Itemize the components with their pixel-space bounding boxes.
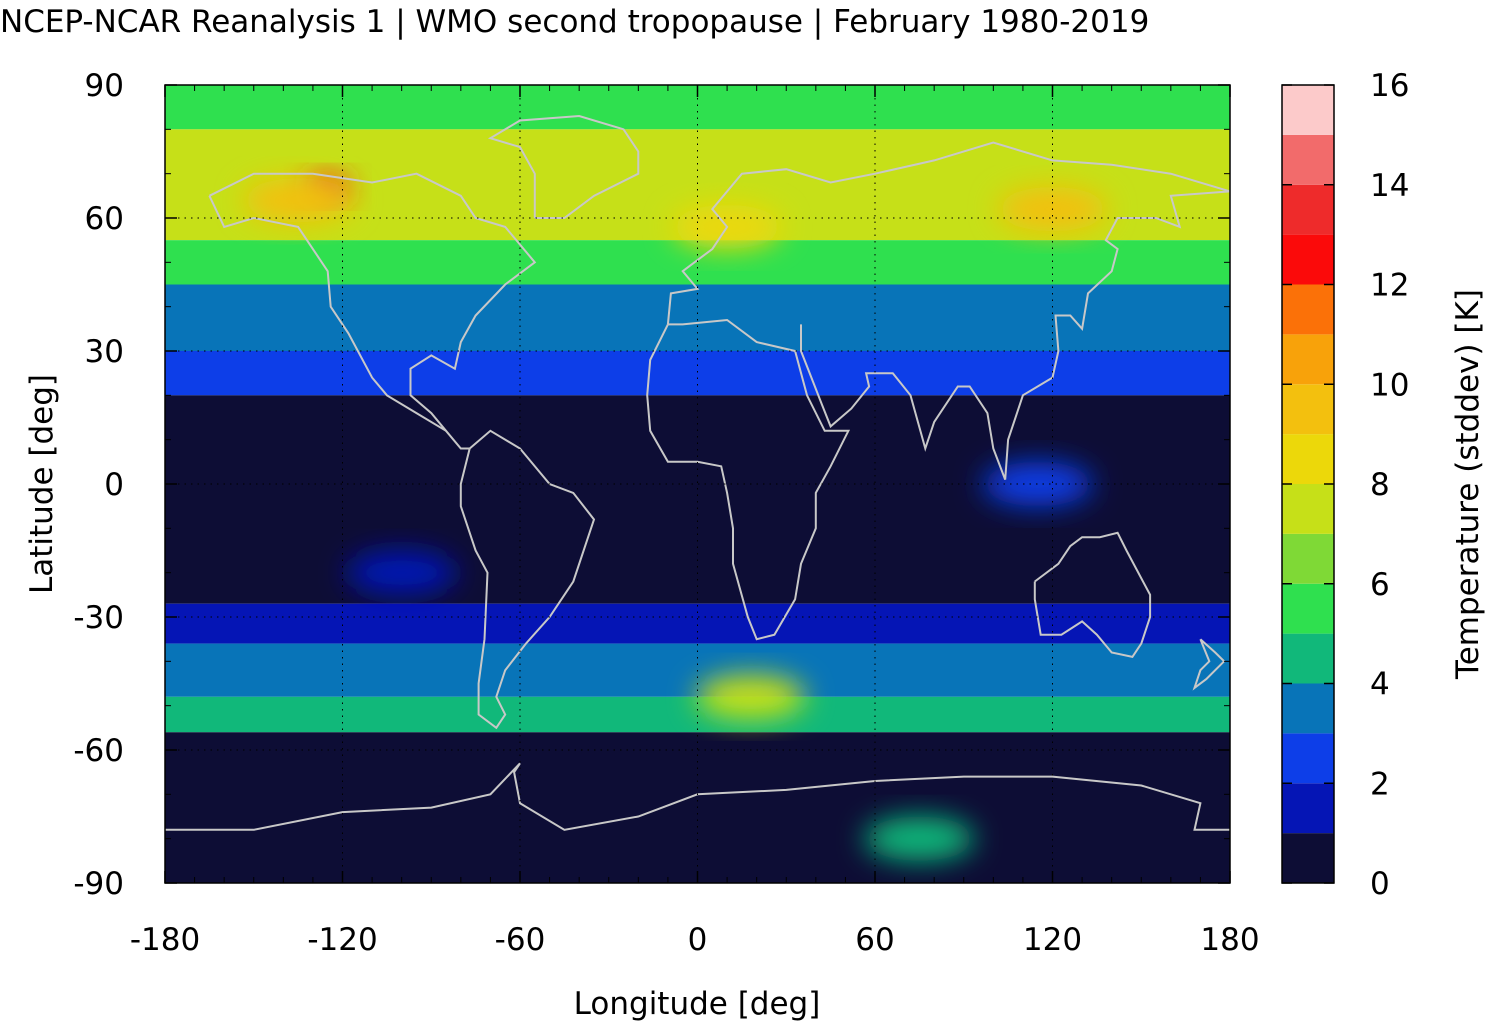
plot-area <box>165 85 1230 883</box>
field-feature-1 <box>243 178 354 223</box>
coastline-7 <box>487 114 640 219</box>
chart-title: NCEP-NCAR Reanalysis 1 | WMO second trop… <box>0 4 1149 40</box>
coastline-5 <box>800 190 1230 480</box>
x-tick-label: 60 <box>855 922 894 958</box>
y-tick-label: -90 <box>73 866 124 902</box>
coastline-9 <box>1192 638 1226 691</box>
colorbar-tick-label: 8 <box>1370 467 1390 503</box>
colorbar-swatch-13 <box>1282 184 1334 235</box>
colorbar-tick-label: 16 <box>1370 68 1409 104</box>
coastline-0 <box>208 172 537 450</box>
field-feature-4 <box>864 816 975 861</box>
colorbar-swatch-8 <box>1282 434 1334 484</box>
y-tick-label: -30 <box>73 600 124 636</box>
x-axis-label: Longitude [deg] <box>574 986 821 1022</box>
x-tick-label: -180 <box>130 922 200 958</box>
colorbar <box>1281 84 1335 884</box>
coastline-6 <box>1033 531 1152 659</box>
colorbar-swatch-12 <box>1282 234 1334 285</box>
colorbar-tick-label: 10 <box>1370 367 1409 403</box>
colorbar-swatch-6 <box>1282 533 1334 584</box>
colorbar-tick-label: 14 <box>1370 168 1409 204</box>
colorbar-swatch-10 <box>1282 334 1334 385</box>
field-feature-6 <box>982 462 1093 506</box>
colorbar-swatch-11 <box>1282 284 1334 335</box>
colorbar-ticks: 0 2 4 6 8 10 12 14 16 <box>1282 68 1409 902</box>
y-tick-label: 90 <box>85 68 124 104</box>
x-tick-label: 180 <box>1200 922 1259 958</box>
x-tick-label: 120 <box>1023 922 1082 958</box>
colorbar-swatch-2 <box>1282 733 1334 784</box>
colorbar-swatch-9 <box>1282 384 1334 435</box>
x-tick-label: -60 <box>495 922 546 958</box>
field-feature-5 <box>695 674 806 719</box>
field-feature-7 <box>346 550 457 595</box>
field-band-4 <box>165 351 1230 396</box>
x-axis-ticks: -180 -120 -60 0 60 120 180 <box>130 85 1260 958</box>
coastline-8 <box>165 762 1230 831</box>
coastline-4 <box>666 141 1230 325</box>
x-tick-label: 0 <box>688 922 708 958</box>
y-tick-label: 30 <box>85 334 124 370</box>
field-band-2 <box>165 240 1230 285</box>
y-tick-label: 0 <box>104 467 124 503</box>
colorbar-swatch-5 <box>1282 583 1334 634</box>
coastline-2 <box>459 429 596 730</box>
coastline-3 <box>646 318 851 641</box>
colorbar-tick-label: 6 <box>1370 567 1390 603</box>
colorbar-label: Temperature (stddev) [K] <box>1450 289 1486 680</box>
colorbar-swatch-1 <box>1282 783 1334 834</box>
coastlines <box>165 114 1230 831</box>
y-axis-ticks: -90 -60 -30 0 30 60 90 <box>73 68 1230 902</box>
field-band-6 <box>165 603 1230 644</box>
colorbar-swatch-4 <box>1282 633 1334 684</box>
colorbar-tick-label: 4 <box>1370 667 1390 703</box>
colorbar-tick-label: 2 <box>1370 766 1390 802</box>
colorbar-swatch-14 <box>1282 134 1334 185</box>
x-tick-label: -120 <box>307 922 377 958</box>
colorbar-swatch-7 <box>1282 484 1334 534</box>
colorbar-swatch-3 <box>1282 683 1334 734</box>
y-tick-label: -60 <box>73 733 124 769</box>
colorbar-swatch-0 <box>1282 833 1334 883</box>
colorbar-tick-label: 0 <box>1370 866 1390 902</box>
y-tick-label: 60 <box>85 201 124 237</box>
y-axis-label: Latitude [deg] <box>24 374 60 594</box>
coastline-1 <box>208 195 447 432</box>
colorbar-swatch-15 <box>1282 85 1334 135</box>
colorbar-tick-label: 12 <box>1370 268 1409 304</box>
